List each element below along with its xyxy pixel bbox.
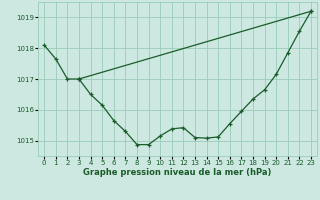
X-axis label: Graphe pression niveau de la mer (hPa): Graphe pression niveau de la mer (hPa): [84, 168, 272, 177]
